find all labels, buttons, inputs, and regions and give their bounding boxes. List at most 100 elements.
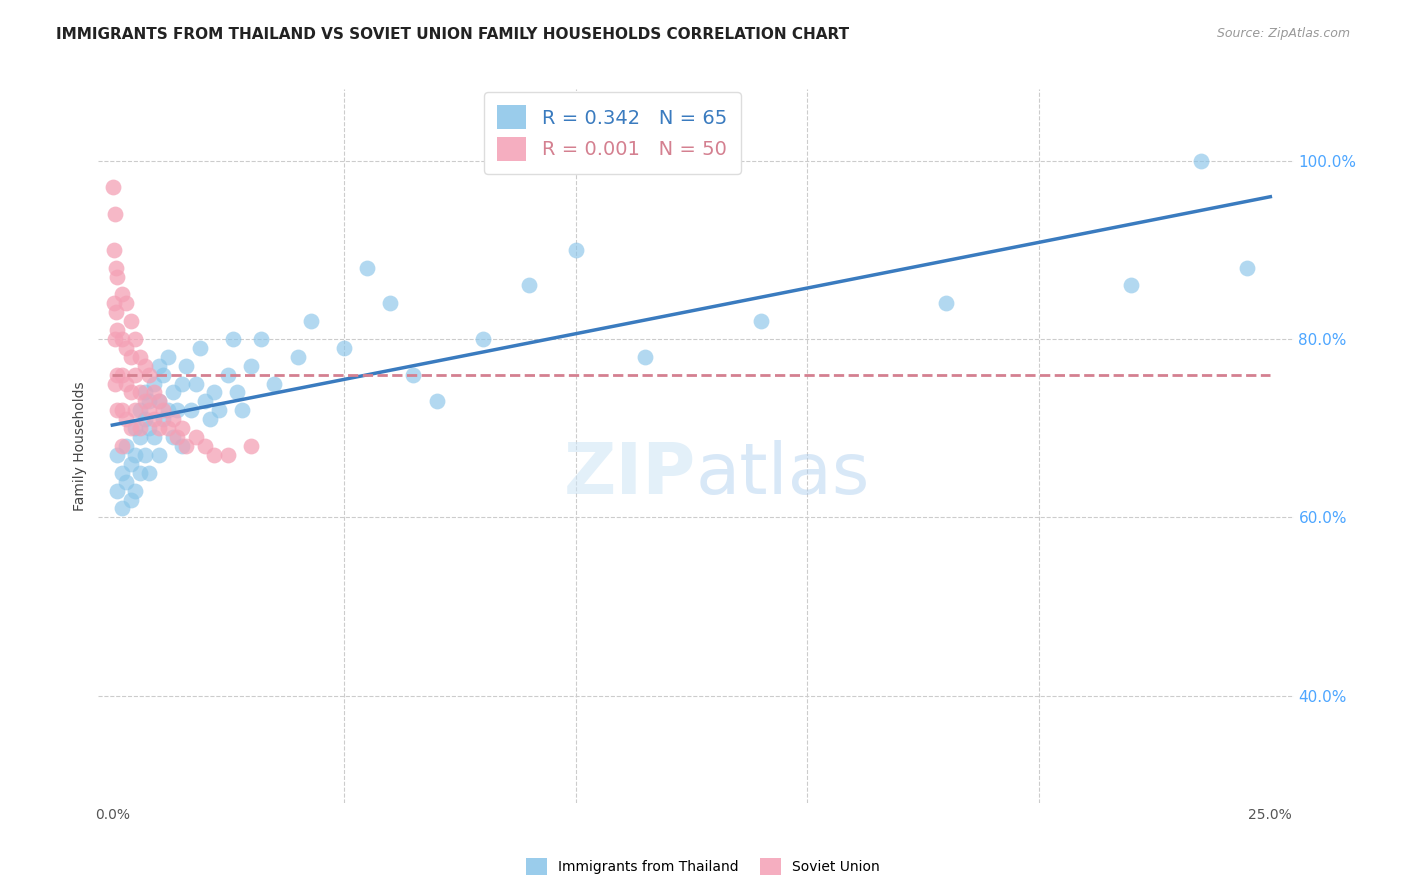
- Point: [124, 368, 146, 382]
- Point: [105, 269, 128, 284]
- Point: [287, 350, 309, 364]
- Point: [208, 403, 231, 417]
- Y-axis label: Family Households: Family Households: [73, 381, 87, 511]
- Point: [104, 332, 127, 346]
- Point: [134, 448, 156, 462]
- Point: [202, 448, 225, 462]
- Point: [115, 439, 138, 453]
- Point: [110, 439, 132, 453]
- Point: [1121, 278, 1143, 293]
- Point: [148, 448, 170, 462]
- Point: [110, 368, 132, 382]
- Point: [380, 296, 402, 310]
- Point: [105, 483, 128, 498]
- Point: [143, 412, 166, 426]
- Point: [143, 385, 166, 400]
- Point: [148, 394, 170, 409]
- Point: [138, 403, 160, 417]
- Point: [156, 403, 179, 417]
- Point: [148, 359, 170, 373]
- Point: [134, 412, 156, 426]
- Point: [217, 368, 239, 382]
- Point: [138, 466, 160, 480]
- Point: [120, 492, 142, 507]
- Point: [180, 403, 202, 417]
- Text: Source: ZipAtlas.com: Source: ZipAtlas.com: [1216, 27, 1350, 40]
- Point: [217, 448, 239, 462]
- Point: [194, 394, 217, 409]
- Point: [124, 332, 146, 346]
- Point: [120, 314, 142, 328]
- Point: [162, 412, 184, 426]
- Point: [1189, 153, 1212, 168]
- Point: [333, 341, 356, 355]
- Point: [115, 376, 138, 391]
- Legend: R = 0.342   N = 65, R = 0.001   N = 50: R = 0.342 N = 65, R = 0.001 N = 50: [484, 92, 741, 174]
- Point: [124, 448, 146, 462]
- Point: [148, 394, 170, 409]
- Point: [129, 403, 152, 417]
- Point: [115, 412, 138, 426]
- Point: [134, 385, 156, 400]
- Point: [156, 421, 179, 435]
- Point: [120, 421, 142, 435]
- Point: [162, 385, 184, 400]
- Point: [170, 376, 193, 391]
- Point: [143, 430, 166, 444]
- Point: [129, 350, 152, 364]
- Point: [194, 439, 217, 453]
- Point: [935, 296, 957, 310]
- Point: [129, 421, 152, 435]
- Point: [115, 475, 138, 489]
- Point: [120, 350, 142, 364]
- Point: [110, 501, 132, 516]
- Point: [226, 385, 249, 400]
- Point: [222, 332, 245, 346]
- Point: [564, 243, 586, 257]
- Point: [1236, 260, 1258, 275]
- Point: [749, 314, 772, 328]
- Point: [120, 385, 142, 400]
- Point: [634, 350, 657, 364]
- Point: [166, 403, 188, 417]
- Point: [104, 260, 127, 275]
- Point: [103, 243, 125, 257]
- Point: [166, 430, 188, 444]
- Point: [240, 439, 263, 453]
- Point: [184, 376, 207, 391]
- Point: [152, 403, 174, 417]
- Point: [170, 439, 193, 453]
- Point: [129, 466, 152, 480]
- Point: [249, 332, 271, 346]
- Point: [124, 483, 146, 498]
- Text: atlas: atlas: [696, 440, 870, 509]
- Point: [176, 359, 198, 373]
- Point: [148, 421, 170, 435]
- Point: [115, 296, 138, 310]
- Text: IMMIGRANTS FROM THAILAND VS SOVIET UNION FAMILY HOUSEHOLDS CORRELATION CHART: IMMIGRANTS FROM THAILAND VS SOVIET UNION…: [56, 27, 849, 42]
- Point: [301, 314, 323, 328]
- Point: [356, 260, 378, 275]
- Point: [104, 376, 127, 391]
- Point: [104, 207, 127, 221]
- Point: [517, 278, 540, 293]
- Point: [162, 430, 184, 444]
- Legend: Immigrants from Thailand, Soviet Union: Immigrants from Thailand, Soviet Union: [520, 853, 886, 880]
- Point: [471, 332, 494, 346]
- Point: [124, 403, 146, 417]
- Point: [152, 412, 174, 426]
- Point: [152, 368, 174, 382]
- Point: [105, 368, 128, 382]
- Point: [110, 287, 132, 301]
- Point: [184, 430, 207, 444]
- Point: [240, 359, 263, 373]
- Point: [103, 180, 125, 194]
- Point: [138, 421, 160, 435]
- Point: [156, 350, 179, 364]
- Point: [103, 296, 125, 310]
- Point: [120, 457, 142, 471]
- Point: [138, 368, 160, 382]
- Point: [115, 341, 138, 355]
- Point: [402, 368, 425, 382]
- Point: [263, 376, 285, 391]
